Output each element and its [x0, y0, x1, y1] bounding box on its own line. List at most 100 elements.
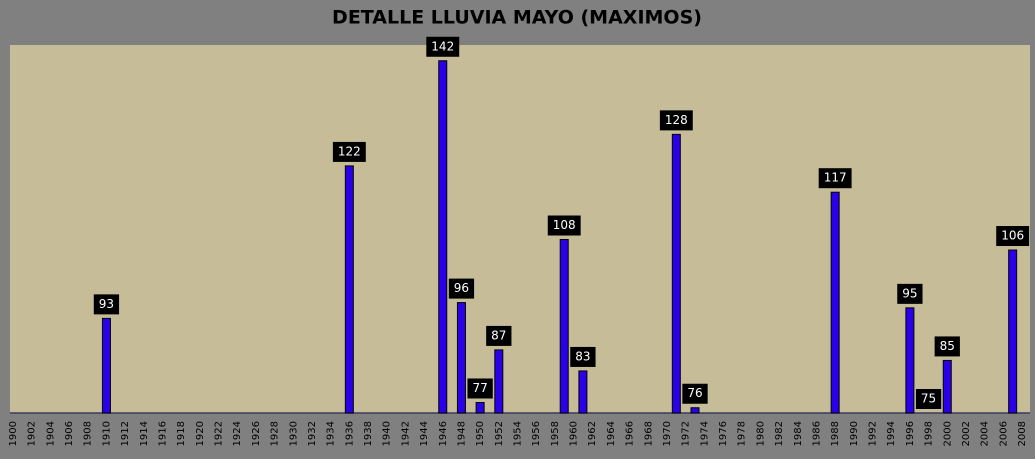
x-tick-label: 1906 [64, 421, 75, 446]
x-tick-label: 2006 [998, 421, 1009, 446]
x-tick-label: 1968 [643, 421, 654, 446]
data-label-box [897, 283, 923, 304]
x-tick-label: 1900 [8, 421, 19, 446]
data-label: 117 [824, 171, 847, 185]
data-label-box [448, 278, 475, 299]
bar [671, 133, 681, 414]
x-tick-label: 1948 [456, 421, 467, 446]
x-tick-label: 1956 [531, 421, 542, 446]
bar [494, 349, 504, 414]
x-tick-label: 1904 [45, 421, 56, 446]
x-tick-label: 1954 [513, 421, 524, 446]
data-label-box [467, 378, 493, 399]
x-tick-label: 1902 [27, 421, 38, 446]
x-tick-label: 1946 [438, 421, 449, 446]
x-tick-label: 1944 [419, 421, 430, 446]
x-tick-label: 1930 [288, 421, 299, 446]
x-tick-label: 1986 [811, 421, 822, 446]
data-label-box [682, 383, 708, 404]
data-label-box [915, 389, 942, 409]
x-tick-label: 1996 [905, 421, 916, 446]
x-tick-label: 1916 [157, 421, 168, 446]
x-tick-label: 1918 [176, 421, 187, 446]
x-tick-label: 1964 [606, 421, 617, 446]
x-tick-label: 1924 [232, 421, 243, 446]
data-label: 75 [921, 392, 936, 406]
data-label: 83 [575, 349, 590, 363]
data-label: 122 [338, 144, 361, 158]
bar [101, 317, 111, 414]
data-label-box [818, 168, 852, 189]
data-label: 128 [665, 113, 688, 127]
data-label-box [93, 294, 120, 315]
x-tick-label: 1966 [625, 421, 636, 446]
x-tick-label: 1950 [475, 421, 486, 446]
bar [905, 307, 915, 414]
x-tick-label: 1990 [849, 421, 860, 446]
x-tick-label: 1988 [830, 421, 841, 446]
data-label-box [659, 110, 693, 131]
x-tick-label: 1926 [251, 421, 262, 446]
x-tick-label: 2002 [961, 421, 972, 446]
x-tick-label: 2000 [942, 421, 953, 446]
data-label: 87 [491, 328, 506, 342]
x-tick-label: 1978 [737, 421, 748, 446]
x-tick-label: 2004 [980, 421, 991, 446]
data-label-box [486, 325, 512, 346]
x-tick-label: 2008 [1017, 421, 1028, 446]
plot-area [10, 45, 1030, 413]
data-label-box [332, 141, 366, 162]
data-label-box [547, 215, 581, 236]
bar [438, 60, 448, 414]
x-tick-label: 1934 [326, 421, 337, 446]
chart-title: DETALLE LLUVIA MAYO (MAXIMOS) [332, 7, 702, 29]
bar [456, 302, 466, 414]
x-tick-label: 1928 [270, 421, 281, 446]
data-label: 142 [431, 39, 454, 53]
data-label: 85 [940, 339, 955, 353]
x-tick-label: 1936 [344, 421, 355, 446]
x-tick-label: 1952 [494, 421, 505, 446]
data-label: 77 [472, 381, 487, 395]
x-tick-label: 1976 [718, 421, 729, 446]
bar [475, 401, 485, 414]
x-tick-label: 1908 [83, 421, 94, 446]
data-label-box [570, 346, 596, 367]
x-tick-label: 1914 [139, 421, 150, 446]
x-tick-label: 1940 [382, 421, 393, 446]
data-label: 96 [454, 281, 469, 295]
data-label-box [426, 36, 460, 57]
bar [1008, 249, 1018, 414]
data-label: 95 [902, 286, 917, 300]
x-tick-label: 1992 [868, 421, 879, 446]
x-tick-label: 1938 [363, 421, 374, 446]
data-label: 76 [687, 386, 702, 400]
data-label-box [934, 336, 960, 357]
bar [830, 191, 840, 414]
x-tick-label: 1958 [550, 421, 561, 446]
bar [690, 407, 700, 414]
x-tick-label: 1972 [681, 421, 692, 446]
data-label: 106 [1001, 229, 1024, 243]
x-tick-label: 1982 [774, 421, 785, 446]
x-tick-label: 1932 [307, 421, 318, 446]
x-tick-label: 1970 [662, 421, 673, 446]
x-tick-label: 1960 [569, 421, 580, 446]
x-tick-label: 1920 [195, 421, 206, 446]
x-tick-label: 1994 [886, 421, 897, 446]
x-tick-label: 1942 [400, 421, 411, 446]
x-tick-label: 1998 [924, 421, 935, 446]
x-tick-label: 1912 [120, 421, 131, 446]
x-tick-label: 1984 [793, 421, 804, 446]
data-label-box [996, 226, 1030, 247]
bar [559, 239, 569, 414]
bar [942, 359, 952, 414]
data-label: 93 [99, 297, 114, 311]
x-tick-label: 1910 [101, 421, 112, 446]
x-tick-label: 1974 [699, 421, 710, 446]
x-tick-label: 1922 [214, 421, 225, 446]
bar [344, 165, 354, 414]
x-tick-label: 1962 [587, 421, 598, 446]
